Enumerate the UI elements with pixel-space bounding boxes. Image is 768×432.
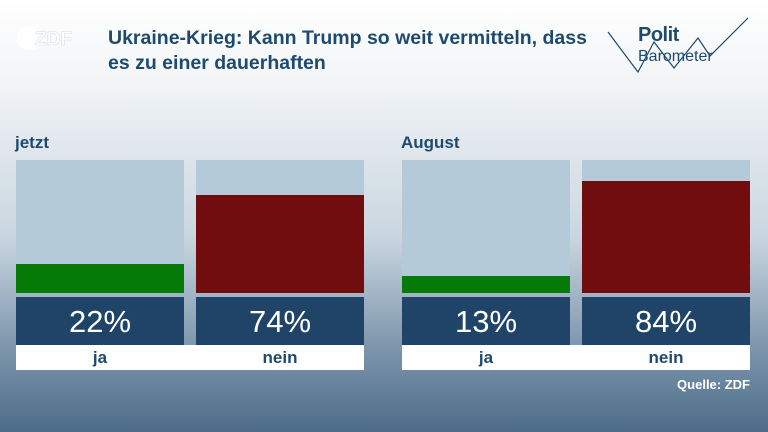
chart-title: Ukraine-Krieg: Kann Trump so weit vermit… — [108, 27, 587, 74]
bar-track-august-nein — [582, 160, 750, 293]
bar-track-jetzt-ja — [16, 160, 184, 293]
bar-track-august-ja — [402, 160, 570, 293]
bar-august-ja — [402, 275, 570, 293]
category-strip-august — [402, 345, 750, 370]
category-label-august-nein: nein — [648, 348, 684, 367]
value-label-jetzt-ja: 22% — [16, 297, 184, 345]
zdf-logo-icon: ZDF — [17, 26, 72, 50]
zdf-logo: ZDF — [16, 25, 82, 51]
bar-jetzt-nein — [196, 194, 364, 293]
bar-jetzt-ja — [16, 263, 184, 293]
value-label-august-ja: 13% — [402, 297, 570, 345]
bar-track-jetzt-nein — [196, 160, 364, 293]
brand-barometer: Barometer — [638, 48, 713, 65]
value-label-august-nein: 84% — [582, 297, 750, 345]
category-label-jetzt-ja: ja — [92, 348, 108, 367]
category-strip-jetzt — [16, 345, 364, 370]
politbarometer-logo: Polit Barometer — [602, 10, 752, 80]
category-label-august-ja: ja — [478, 348, 494, 367]
category-label-jetzt-nein: nein — [262, 348, 298, 367]
value-label-jetzt-nein: 74% — [196, 297, 364, 345]
source-note: Quelle: ZDF — [677, 377, 750, 392]
svg-text:ZDF: ZDF — [35, 29, 72, 50]
politbarometer-zigzag-icon — [607, 17, 749, 74]
brand-polit: Polit — [638, 24, 679, 46]
bar-august-nein — [582, 181, 750, 293]
panel-title-jetzt: jetzt — [15, 133, 49, 152]
panel-title-august: August — [401, 133, 460, 152]
